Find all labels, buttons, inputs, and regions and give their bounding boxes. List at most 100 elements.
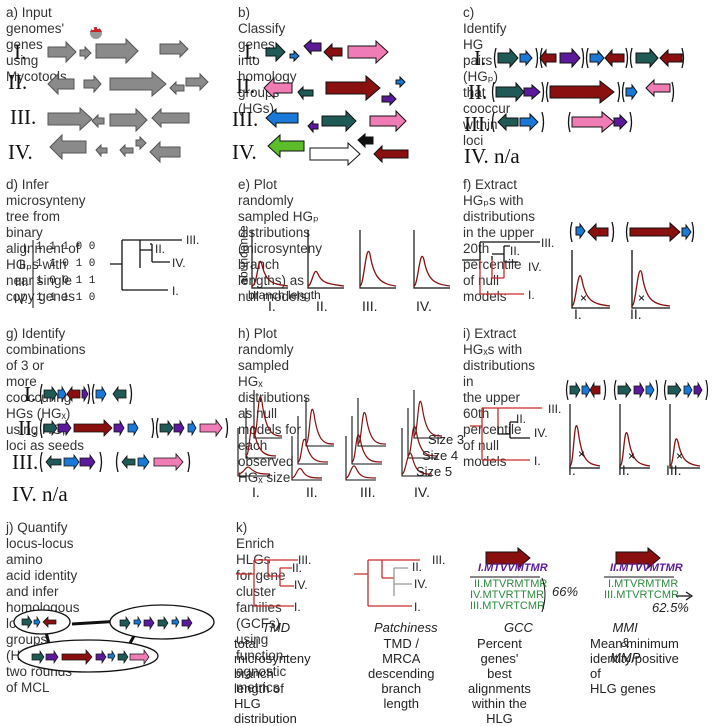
cutoff-mark: × [580,291,587,305]
patchiness-description: TMD / MRCA descending branch length [368,636,435,711]
mmi-arrow-icon [676,591,694,601]
row-label-i: I. [14,40,27,64]
row-label-ii: II. [8,70,28,94]
tree-label-iii: III. [548,402,562,416]
gcc-gene-arrow [485,546,531,570]
microsynteny-tree [110,239,182,291]
row-label-iii: III. [464,112,491,136]
col-label-i: I. [252,484,260,500]
gcc-percent: 66% [552,584,579,599]
tree-label-i: I. [172,284,179,298]
col-label-iv: IV. [414,484,430,500]
tree-label-ii: II. [510,244,521,258]
tmd-name: TMD [262,620,291,635]
mmi-name: MMI & MMP [610,620,641,665]
filtered-tree [462,241,540,295]
row-label-i: I. [244,40,257,64]
row-label-iii: III. [12,450,39,474]
col-label-iv: IV. [416,298,432,314]
gcc-seq: II.MTVRMTMR [474,578,548,590]
mmi-seq-ref: II.MTVVMTMR [610,562,683,574]
tree-label-i: I. [534,454,541,468]
tree-label-ii: II. [155,242,166,256]
gcc-seq: IV.MTVRTTMR [470,589,544,601]
cutoff-mark: × [676,449,683,463]
panel-g-combos [39,383,229,473]
tree-label-iv: IV. [294,578,308,592]
tree-label-iv: IV. [172,256,186,270]
panel-b-genes [263,38,409,167]
tree-label-i: I. [528,288,535,302]
tree-label-i: I. [414,600,421,614]
size-label: Size 5 [416,464,453,479]
row-label-iv: IV. [8,140,33,164]
hgx-null-models [237,390,443,481]
gcc-seq-ref: I.MTVVMTMR [478,562,548,574]
gcc-name: GCC [504,620,533,635]
matrix-row-label: IV. [14,292,28,306]
mycotools-logo-icon [90,26,102,39]
col-label-ii: II. [630,306,642,322]
cutoff-mark: × [578,447,585,461]
matrix-row-bits: 1 1 1 0 0 [36,241,96,253]
mmi-percent: 62.5% [652,600,689,615]
row-label-ii: II. [18,416,38,440]
tmd-description: total microsynteny branch length of HLG … [234,636,311,726]
panel-c-title: c) Identify HG pairs (HGₚ) that cooccur … [463,5,511,148]
row-label-iv: IV. [232,140,257,164]
mmi-description: Mean minimum identity/positive of HLG ge… [590,636,679,696]
extracted-combos: × × × [565,379,709,469]
tree-label-iii: III. [298,553,312,567]
panel-g-title: g) Identify combinations of 3 or more co… [6,326,86,453]
gcc-bracket [541,577,546,613]
row-label-ii: II. [236,74,256,98]
col-label-ii: II. [316,298,328,314]
panel-h-title: h) Plot randomly sampled HGₓ distributio… [238,326,311,485]
gcc-description: Percent genes' best alignments within th… [468,636,531,726]
row-label-i: I. [474,46,487,70]
col-label-i: I. [574,306,582,322]
col-label-i: I. [268,298,276,314]
row-label-ii: II. [468,80,488,104]
tree-label-iii: III. [541,236,555,250]
panel-c-gene-pairs [491,47,685,134]
panel-e-title: e) Plot randomly sampled HGₚ distributio… [238,177,323,304]
size-label: Size 3 [428,432,465,447]
row-label-iii: III. [232,107,259,131]
panel-k-title: k) Enrich HLGs for gene cluster families… [236,520,288,695]
gcc-rule [470,576,540,578]
tree-label-iii: III. [432,553,446,567]
matrix-row-bits: 1 0 0 1 1 [36,275,96,287]
tree-label-i: I. [294,600,301,614]
row-label-iii: III. [10,105,37,129]
tree-label-iv: IV. [534,426,548,440]
matrix-bracket [32,240,34,308]
matrix-row-label: III. [15,275,29,289]
na-label: n/a [494,144,520,168]
tmd-tree [236,559,298,607]
col-label-iii: III. [666,462,682,478]
matrix-row-label: I. [23,241,30,255]
na-label: n/a [42,482,68,506]
cutoff-mark: × [638,291,645,305]
matrix-row-bits: 1 1 0 1 0 [36,258,96,270]
cutoff-mark: × [628,449,635,463]
matrix-row-bits: 1 1 1 1 0 [36,292,96,304]
null-model-plots [251,230,451,289]
hlg-network [13,604,215,673]
patchiness-tree [354,559,420,607]
gcc-seq: III.MTVRTCMR [470,600,545,612]
mmi-gene-arrow [615,546,661,570]
mmi-seq: III.MTVRTCMR [604,589,679,601]
col-label-iii: III. [360,484,376,500]
col-label-i: I. [568,462,576,478]
size-label: Size 4 [422,448,459,463]
patchiness-name: Patchiness [374,620,438,635]
tree-label-ii: II. [516,412,527,426]
filtered-tree [470,407,542,461]
row-label-i: I. [24,382,37,406]
col-label-ii: II. [618,462,630,478]
row-label-iv: IV. [464,144,489,168]
col-label-iii: III. [362,298,378,314]
row-label-iv: IV. [12,482,37,506]
